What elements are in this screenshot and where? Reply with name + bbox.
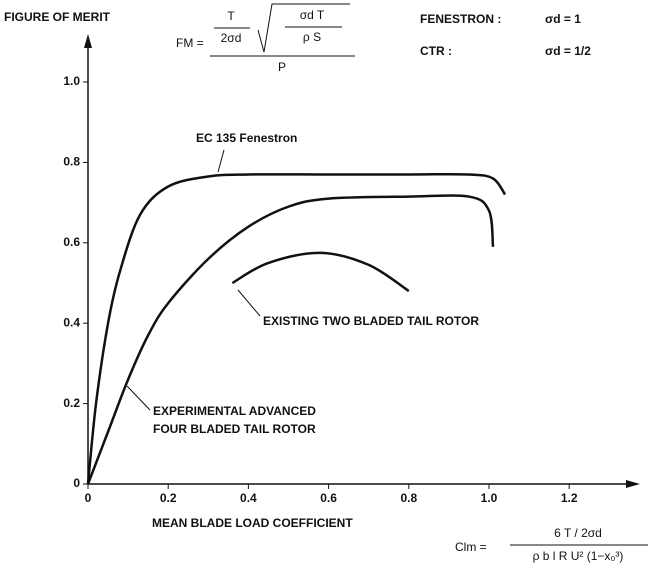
x-tick-label: 0.8	[400, 491, 417, 505]
formula-text: 2σd	[221, 31, 242, 45]
x-tick-label: 0	[85, 491, 92, 505]
annotation: EXPERIMENTAL ADVANCED	[153, 404, 316, 418]
formula-text: P	[278, 60, 286, 74]
x-tick-label: 0.4	[240, 491, 257, 505]
formula-text: ρ b l R U² (1−x₀³)	[533, 549, 624, 563]
leader-line	[217, 149, 225, 173]
x-axis-label: MEAN BLADE LOAD COEFFICIENT	[152, 516, 353, 530]
annotation: FOUR BLADED TAIL ROTOR	[153, 422, 316, 436]
y-tick-label: 0.2	[63, 396, 80, 410]
formula-text: T	[227, 9, 235, 23]
y-tick-label: 0	[73, 476, 80, 490]
y-tick-label: 0.6	[63, 235, 80, 249]
curve	[86, 194, 495, 485]
curve	[231, 251, 410, 293]
annotation: EXISTING TWO BLADED TAIL ROTOR	[263, 314, 479, 328]
formula-text: ρ S	[303, 30, 321, 44]
y-axis-label: FIGURE OF MERIT	[4, 10, 111, 24]
note-value: σd = 1	[545, 12, 581, 26]
x-tick-label: 0.6	[320, 491, 337, 505]
curve	[86, 172, 507, 485]
y-tick-label: 0.4	[63, 315, 80, 329]
y-tick-label: 1.0	[63, 74, 80, 88]
root-sign	[257, 3, 350, 53]
note-value: σd = 1/2	[545, 44, 591, 58]
axis-arrow	[626, 480, 640, 488]
formula-text: 6 T / 2σd	[554, 526, 602, 540]
note-name: FENESTRON :	[420, 12, 501, 26]
formula-text: Clm =	[455, 540, 487, 554]
formula-text: σd T	[300, 8, 325, 22]
annotation: EC 135 Fenestron	[196, 131, 297, 145]
note-name: CTR :	[420, 44, 452, 58]
leader-line	[126, 385, 151, 411]
x-tick-label: 1.2	[561, 491, 578, 505]
leader-line	[237, 289, 261, 317]
x-tick-label: 0.2	[160, 491, 177, 505]
axis-arrow	[84, 34, 92, 48]
y-tick-label: 0.8	[63, 155, 80, 169]
formula-text: FM =	[176, 36, 204, 50]
x-tick-label: 1.0	[481, 491, 498, 505]
